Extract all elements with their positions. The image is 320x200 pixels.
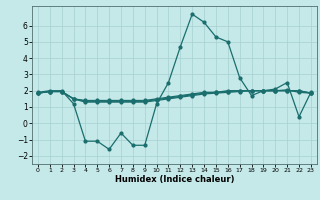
X-axis label: Humidex (Indice chaleur): Humidex (Indice chaleur) [115, 175, 234, 184]
